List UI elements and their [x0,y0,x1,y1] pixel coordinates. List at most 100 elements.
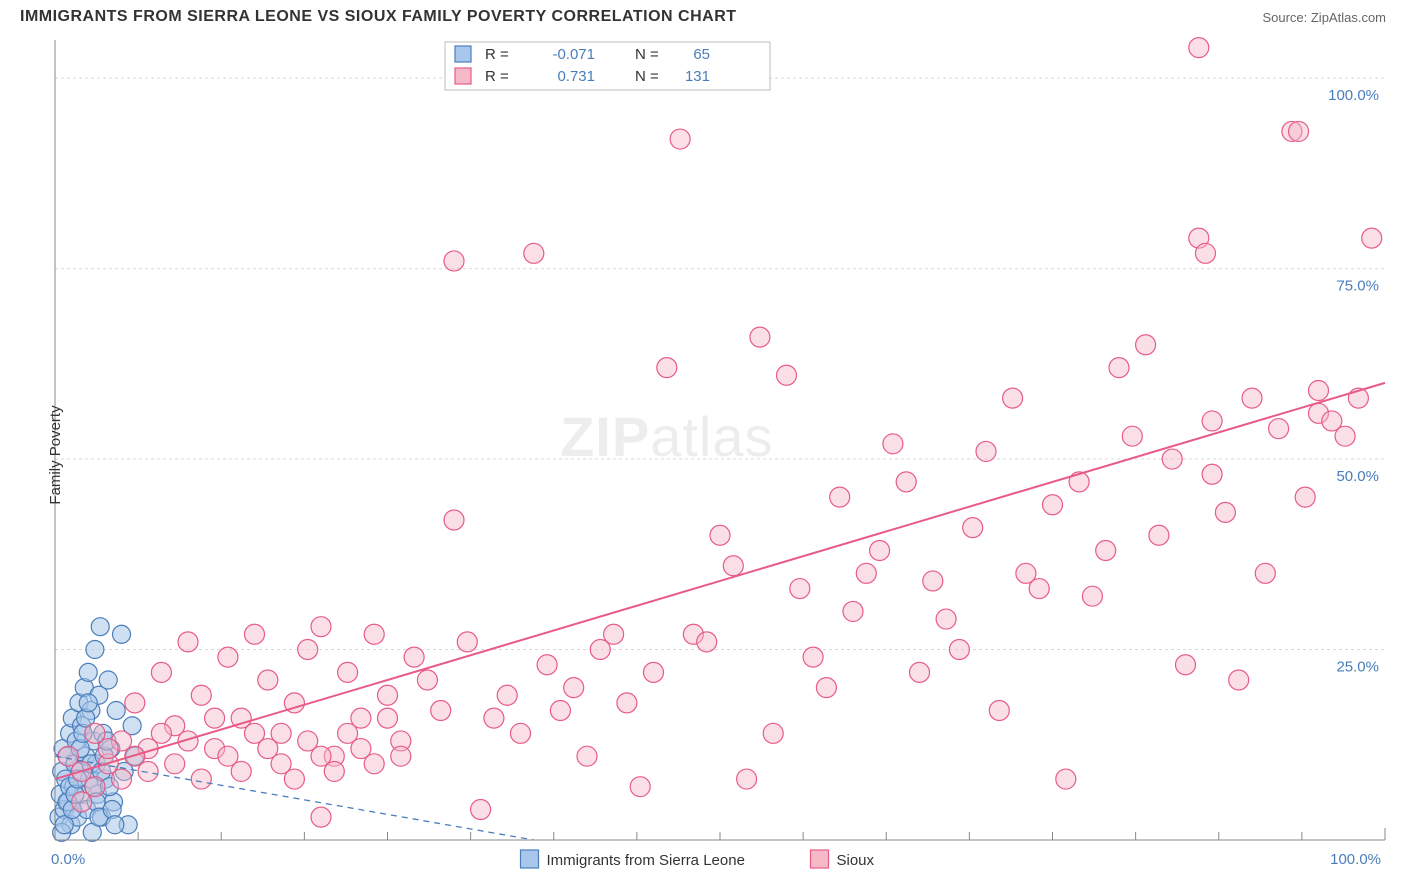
legend-series-label: Sioux [837,852,875,869]
data-point [79,694,97,712]
data-point [550,700,570,720]
data-point [1269,419,1289,439]
data-point [106,816,124,834]
data-point [511,723,531,743]
y-tick-label: 50.0% [1336,468,1379,485]
data-point [630,777,650,797]
legend-series-label: Immigrants from Sierra Leone [547,852,745,869]
data-point [284,769,304,789]
data-point [1003,388,1023,408]
data-point [1335,426,1355,446]
legend-n-value: 65 [693,46,710,63]
data-point [338,662,358,682]
data-point [617,693,637,713]
legend-swatch [811,850,829,868]
data-point [98,739,118,759]
data-point [1215,502,1235,522]
data-point [896,472,916,492]
data-point [1189,38,1209,58]
chart-container: Family Poverty ZIPatlas0.0%100.0%25.0%50… [0,30,1406,880]
data-point [816,678,836,698]
x-tick-label: 0.0% [51,851,85,868]
data-point [1122,426,1142,446]
data-point [1202,464,1222,484]
data-point [723,556,743,576]
data-point [976,441,996,461]
data-point [258,670,278,690]
data-point [444,251,464,271]
data-point [1362,228,1382,248]
data-point [107,701,125,719]
y-tick-label: 100.0% [1328,87,1379,104]
data-point [431,700,451,720]
data-point [963,518,983,538]
data-point [777,365,797,385]
data-point [205,708,225,728]
data-point [564,678,584,698]
data-point [378,708,398,728]
legend-swatch [455,68,471,84]
data-point [989,700,1009,720]
data-point [856,563,876,583]
data-point [311,617,331,637]
data-point [870,540,890,560]
data-point [1229,670,1249,690]
data-point [883,434,903,454]
data-point [697,632,717,652]
data-point [497,685,517,705]
data-point [151,723,171,743]
chart-title: IMMIGRANTS FROM SIERRA LEONE VS SIOUX FA… [20,8,737,26]
legend-r-value: -0.071 [552,46,595,63]
data-point [231,761,251,781]
data-point [936,609,956,629]
y-tick-label: 75.0% [1336,278,1379,295]
data-point [191,769,211,789]
data-point [245,624,265,644]
data-point [790,579,810,599]
data-point [1162,449,1182,469]
data-point [378,685,398,705]
source-label: Source: ZipAtlas.com [1262,10,1386,25]
data-point [484,708,504,728]
scatter-chart: ZIPatlas0.0%100.0%25.0%50.0%75.0%100.0%R… [0,30,1406,880]
data-point [1056,769,1076,789]
data-point [112,769,132,789]
data-point [1096,540,1116,560]
data-point [138,761,158,781]
data-point [85,777,105,797]
data-point [178,632,198,652]
legend-n-label: N = [635,46,659,63]
data-point [949,640,969,660]
data-point [604,624,624,644]
data-point [1195,243,1215,263]
data-point [1295,487,1315,507]
data-point [1043,495,1063,515]
data-point [364,754,384,774]
data-point [657,358,677,378]
data-point [191,685,211,705]
data-point [1202,411,1222,431]
data-point [444,510,464,530]
data-point [1029,579,1049,599]
data-point [113,625,131,643]
data-point [86,641,104,659]
x-tick-label: 100.0% [1330,851,1381,868]
data-point [670,129,690,149]
data-point [923,571,943,591]
y-axis-label: Family Poverty [47,405,64,504]
data-point [1149,525,1169,545]
data-point [803,647,823,667]
legend-r-label: R = [485,68,509,85]
data-point [165,754,185,774]
data-point [218,647,238,667]
data-point [471,800,491,820]
legend-n-value: 131 [685,68,710,85]
data-point [763,723,783,743]
data-point [391,746,411,766]
legend-n-label: N = [635,68,659,85]
data-point [151,662,171,682]
data-point [524,243,544,263]
data-point [99,671,117,689]
data-point [79,663,97,681]
data-point [91,618,109,636]
